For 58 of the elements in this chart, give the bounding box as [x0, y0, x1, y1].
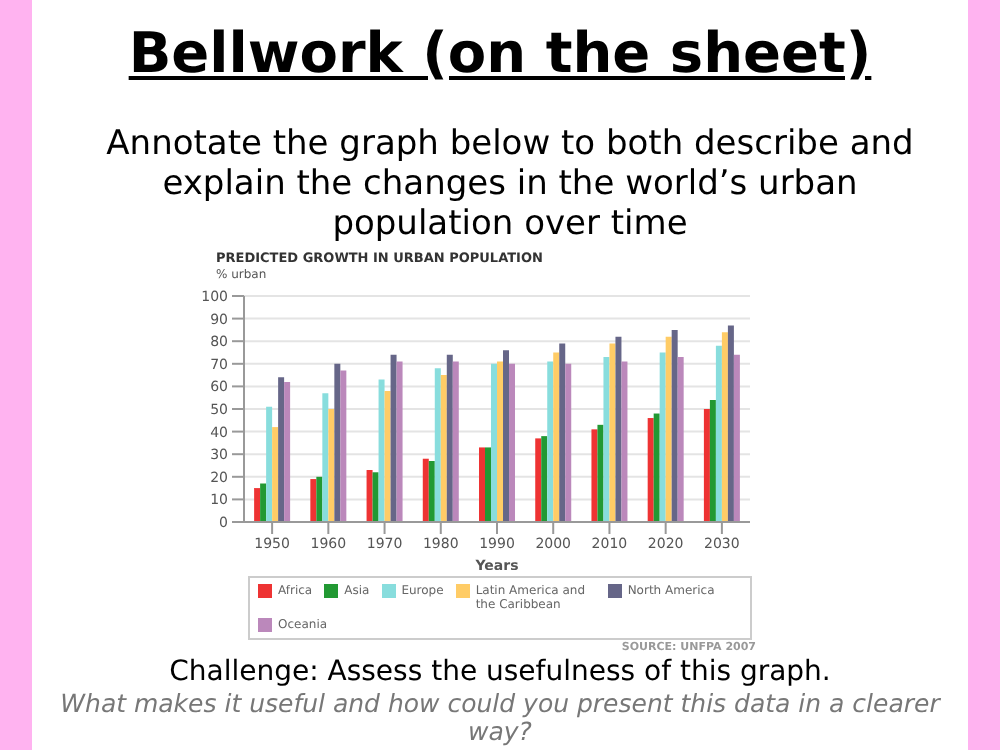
bar: [497, 361, 504, 522]
bar: [727, 325, 734, 522]
bar: [535, 438, 542, 522]
bar: [491, 363, 498, 522]
bar: [266, 406, 273, 522]
bar: [378, 379, 385, 522]
bar: [328, 409, 335, 522]
bar: [254, 488, 261, 522]
bar: [659, 352, 666, 522]
bar: [422, 458, 429, 522]
text: Annotate the graph below to both describe and explain the changes in the world’s urban population over time: [104, 124, 916, 244]
bar: [340, 370, 347, 522]
bar: [721, 332, 728, 522]
bar: [260, 483, 267, 522]
text: What makes it useful and how could you present this data in a clearer way?: [58, 688, 943, 746]
bar: [665, 336, 672, 522]
bar: [278, 377, 285, 522]
bar: [434, 368, 441, 522]
bar: [671, 329, 678, 522]
bar: [272, 427, 279, 522]
bar: [547, 361, 554, 522]
bar: [621, 361, 628, 522]
bar: [452, 361, 459, 522]
bar: [503, 350, 510, 522]
bar: [440, 375, 447, 522]
bar: [677, 357, 684, 522]
bar: [609, 343, 616, 522]
bar: [565, 363, 572, 522]
bar: [322, 393, 329, 522]
bar: [603, 357, 610, 522]
bar: [553, 352, 560, 522]
bar: [372, 472, 379, 522]
bar: [615, 336, 622, 522]
bar: [396, 361, 403, 522]
bar: [733, 354, 740, 522]
bar: [509, 363, 516, 522]
bar: [316, 476, 323, 522]
bar: [653, 413, 660, 522]
bar: [709, 399, 716, 522]
bar: [559, 343, 566, 522]
bar: [390, 354, 397, 522]
bar: [591, 429, 598, 522]
bar: [479, 447, 486, 522]
bar: [597, 424, 604, 522]
bar: [647, 418, 654, 522]
bar: [334, 363, 341, 522]
bar: [485, 447, 492, 522]
bar: [428, 460, 435, 522]
bar: [284, 381, 291, 522]
text: Challenge: Assess the usefulness of this graph.: [167, 656, 833, 688]
bar: [366, 470, 373, 522]
bar: [446, 354, 453, 522]
bar: [310, 479, 317, 522]
bar: [384, 390, 391, 522]
bar: [541, 436, 548, 522]
bar: [715, 345, 722, 522]
bar: [703, 409, 710, 522]
text: Bellwork (on the sheet): [126, 20, 874, 86]
